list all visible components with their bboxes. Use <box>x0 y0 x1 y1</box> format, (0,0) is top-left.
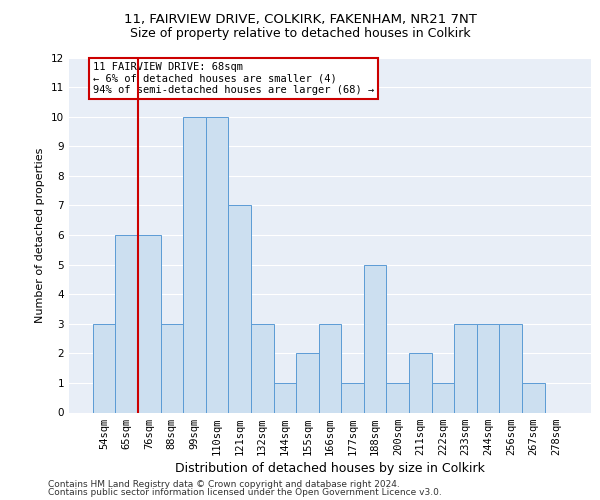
Bar <box>251 324 274 412</box>
Bar <box>161 324 183 412</box>
Bar <box>319 324 341 412</box>
Text: 11, FAIRVIEW DRIVE, COLKIRK, FAKENHAM, NR21 7NT: 11, FAIRVIEW DRIVE, COLKIRK, FAKENHAM, N… <box>124 12 476 26</box>
Bar <box>364 264 386 412</box>
Bar <box>431 383 454 412</box>
Bar <box>183 116 206 412</box>
Text: Contains public sector information licensed under the Open Government Licence v3: Contains public sector information licen… <box>48 488 442 497</box>
Bar <box>477 324 499 412</box>
Bar <box>341 383 364 412</box>
X-axis label: Distribution of detached houses by size in Colkirk: Distribution of detached houses by size … <box>175 462 485 475</box>
Bar <box>296 354 319 412</box>
Text: Contains HM Land Registry data © Crown copyright and database right 2024.: Contains HM Land Registry data © Crown c… <box>48 480 400 489</box>
Bar <box>522 383 545 412</box>
Bar <box>93 324 115 412</box>
Bar <box>115 235 138 412</box>
Bar <box>274 383 296 412</box>
Bar <box>454 324 477 412</box>
Bar <box>409 354 431 412</box>
Bar <box>386 383 409 412</box>
Text: Size of property relative to detached houses in Colkirk: Size of property relative to detached ho… <box>130 28 470 40</box>
Bar <box>499 324 522 412</box>
Bar <box>138 235 161 412</box>
Bar <box>206 116 229 412</box>
Y-axis label: Number of detached properties: Number of detached properties <box>35 148 46 322</box>
Text: 11 FAIRVIEW DRIVE: 68sqm
← 6% of detached houses are smaller (4)
94% of semi-det: 11 FAIRVIEW DRIVE: 68sqm ← 6% of detache… <box>93 62 374 95</box>
Bar <box>229 206 251 412</box>
